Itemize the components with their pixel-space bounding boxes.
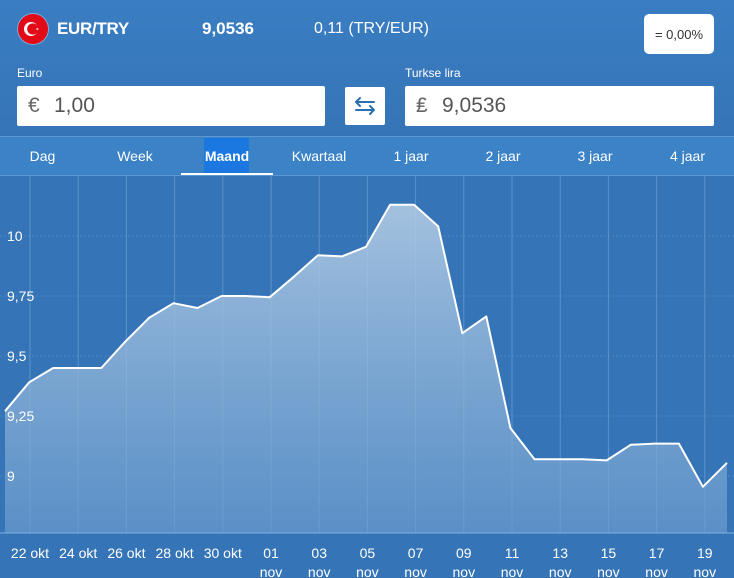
x-tick-label: 22 okt [11, 545, 49, 561]
lira-symbol: ₤ [416, 94, 428, 117]
x-tick-label: 07 [408, 545, 424, 561]
to-amount-value: 9,0536 [442, 94, 507, 117]
x-tick-label: 01 [263, 545, 279, 561]
x-tick-label: 17 [649, 545, 665, 561]
swap-arrows-icon [355, 97, 375, 115]
tab-week[interactable]: Week [117, 148, 153, 164]
currency-pair-label: EUR/TRY [57, 19, 129, 38]
x-tick-sublabel: nov [549, 564, 572, 578]
y-tick-label: 9,75 [7, 288, 34, 304]
euro-symbol: € [28, 94, 40, 117]
series-area [5, 204, 727, 534]
series-line [4, 203, 728, 488]
y-tick-label: 9,25 [7, 408, 34, 424]
tab-4-jaar[interactable]: 4 jaar [669, 148, 706, 164]
x-tick-sublabel: nov [694, 564, 717, 578]
tab-3-jaar[interactable]: 3 jaar [577, 148, 613, 164]
to-amount-field[interactable]: ₤ 9,0536 [405, 86, 714, 126]
from-currency-label: Euro [17, 66, 43, 80]
y-tick-label: 9,5 [7, 348, 27, 364]
x-tick-sublabel: nov [453, 564, 476, 578]
tab-dag[interactable]: Dag [29, 148, 56, 164]
exchange-rate: 9,0536 [202, 19, 254, 38]
x-tick-label: 09 [456, 545, 472, 561]
swap-button[interactable] [345, 87, 385, 125]
y-tick-label: 9 [7, 468, 15, 484]
x-tick-label: 30 okt [204, 545, 242, 561]
active-tab-highlight [204, 138, 249, 174]
x-tick-sublabel: nov [501, 564, 524, 578]
tab-kwartaal[interactable]: Kwartaal [291, 148, 347, 164]
x-tick-label: 11 [505, 545, 520, 561]
x-tick-sublabel: nov [404, 564, 427, 578]
x-tick-sublabel: nov [645, 564, 668, 578]
x-tick-label: 24 okt [59, 545, 97, 561]
turkey-flag-icon [18, 14, 48, 44]
x-tick-sublabel: nov [356, 564, 379, 578]
rate-chart: 9 9,25 9,5 9,75 10 22 okt 24 okt 26 okt 28 okt 3… [0, 176, 734, 578]
x-tick-label: 26 okt [107, 545, 145, 561]
tab-2-jaar[interactable]: 2 jaar [485, 148, 521, 164]
x-tick-sublabel: nov [308, 564, 331, 578]
x-tick-sublabel: nov [597, 564, 620, 578]
from-amount-field[interactable]: € 1,00 [17, 86, 325, 126]
tab-1-jaar[interactable]: 1 jaar [393, 148, 429, 164]
period-tabs: Dag Week Maand Kwartaal 1 jaar 2 jaar 3 … [0, 136, 734, 176]
x-tick-label: 15 [601, 545, 617, 561]
x-tick-sublabel: nov [260, 564, 283, 578]
x-tick-label: 28 okt [156, 545, 194, 561]
y-tick-label: 10 [7, 228, 23, 244]
to-currency-label: Turkse lira [405, 66, 461, 80]
inverse-rate: 0,11 (TRY/EUR) [314, 20, 429, 37]
tab-maand[interactable]: Maand [204, 148, 250, 164]
active-tab-underline [181, 173, 273, 175]
change-badge: = 0,00% [644, 14, 714, 54]
x-tick-label: 05 [360, 545, 376, 561]
header-bar: EUR/TRY 9,0536 0,11 (TRY/EUR) = 0,00% Eu… [0, 0, 734, 136]
x-tick-label: 19 [697, 545, 713, 561]
from-amount-value: 1,00 [54, 94, 95, 117]
x-tick-label: 13 [552, 545, 568, 561]
x-tick-label: 03 [311, 545, 327, 561]
